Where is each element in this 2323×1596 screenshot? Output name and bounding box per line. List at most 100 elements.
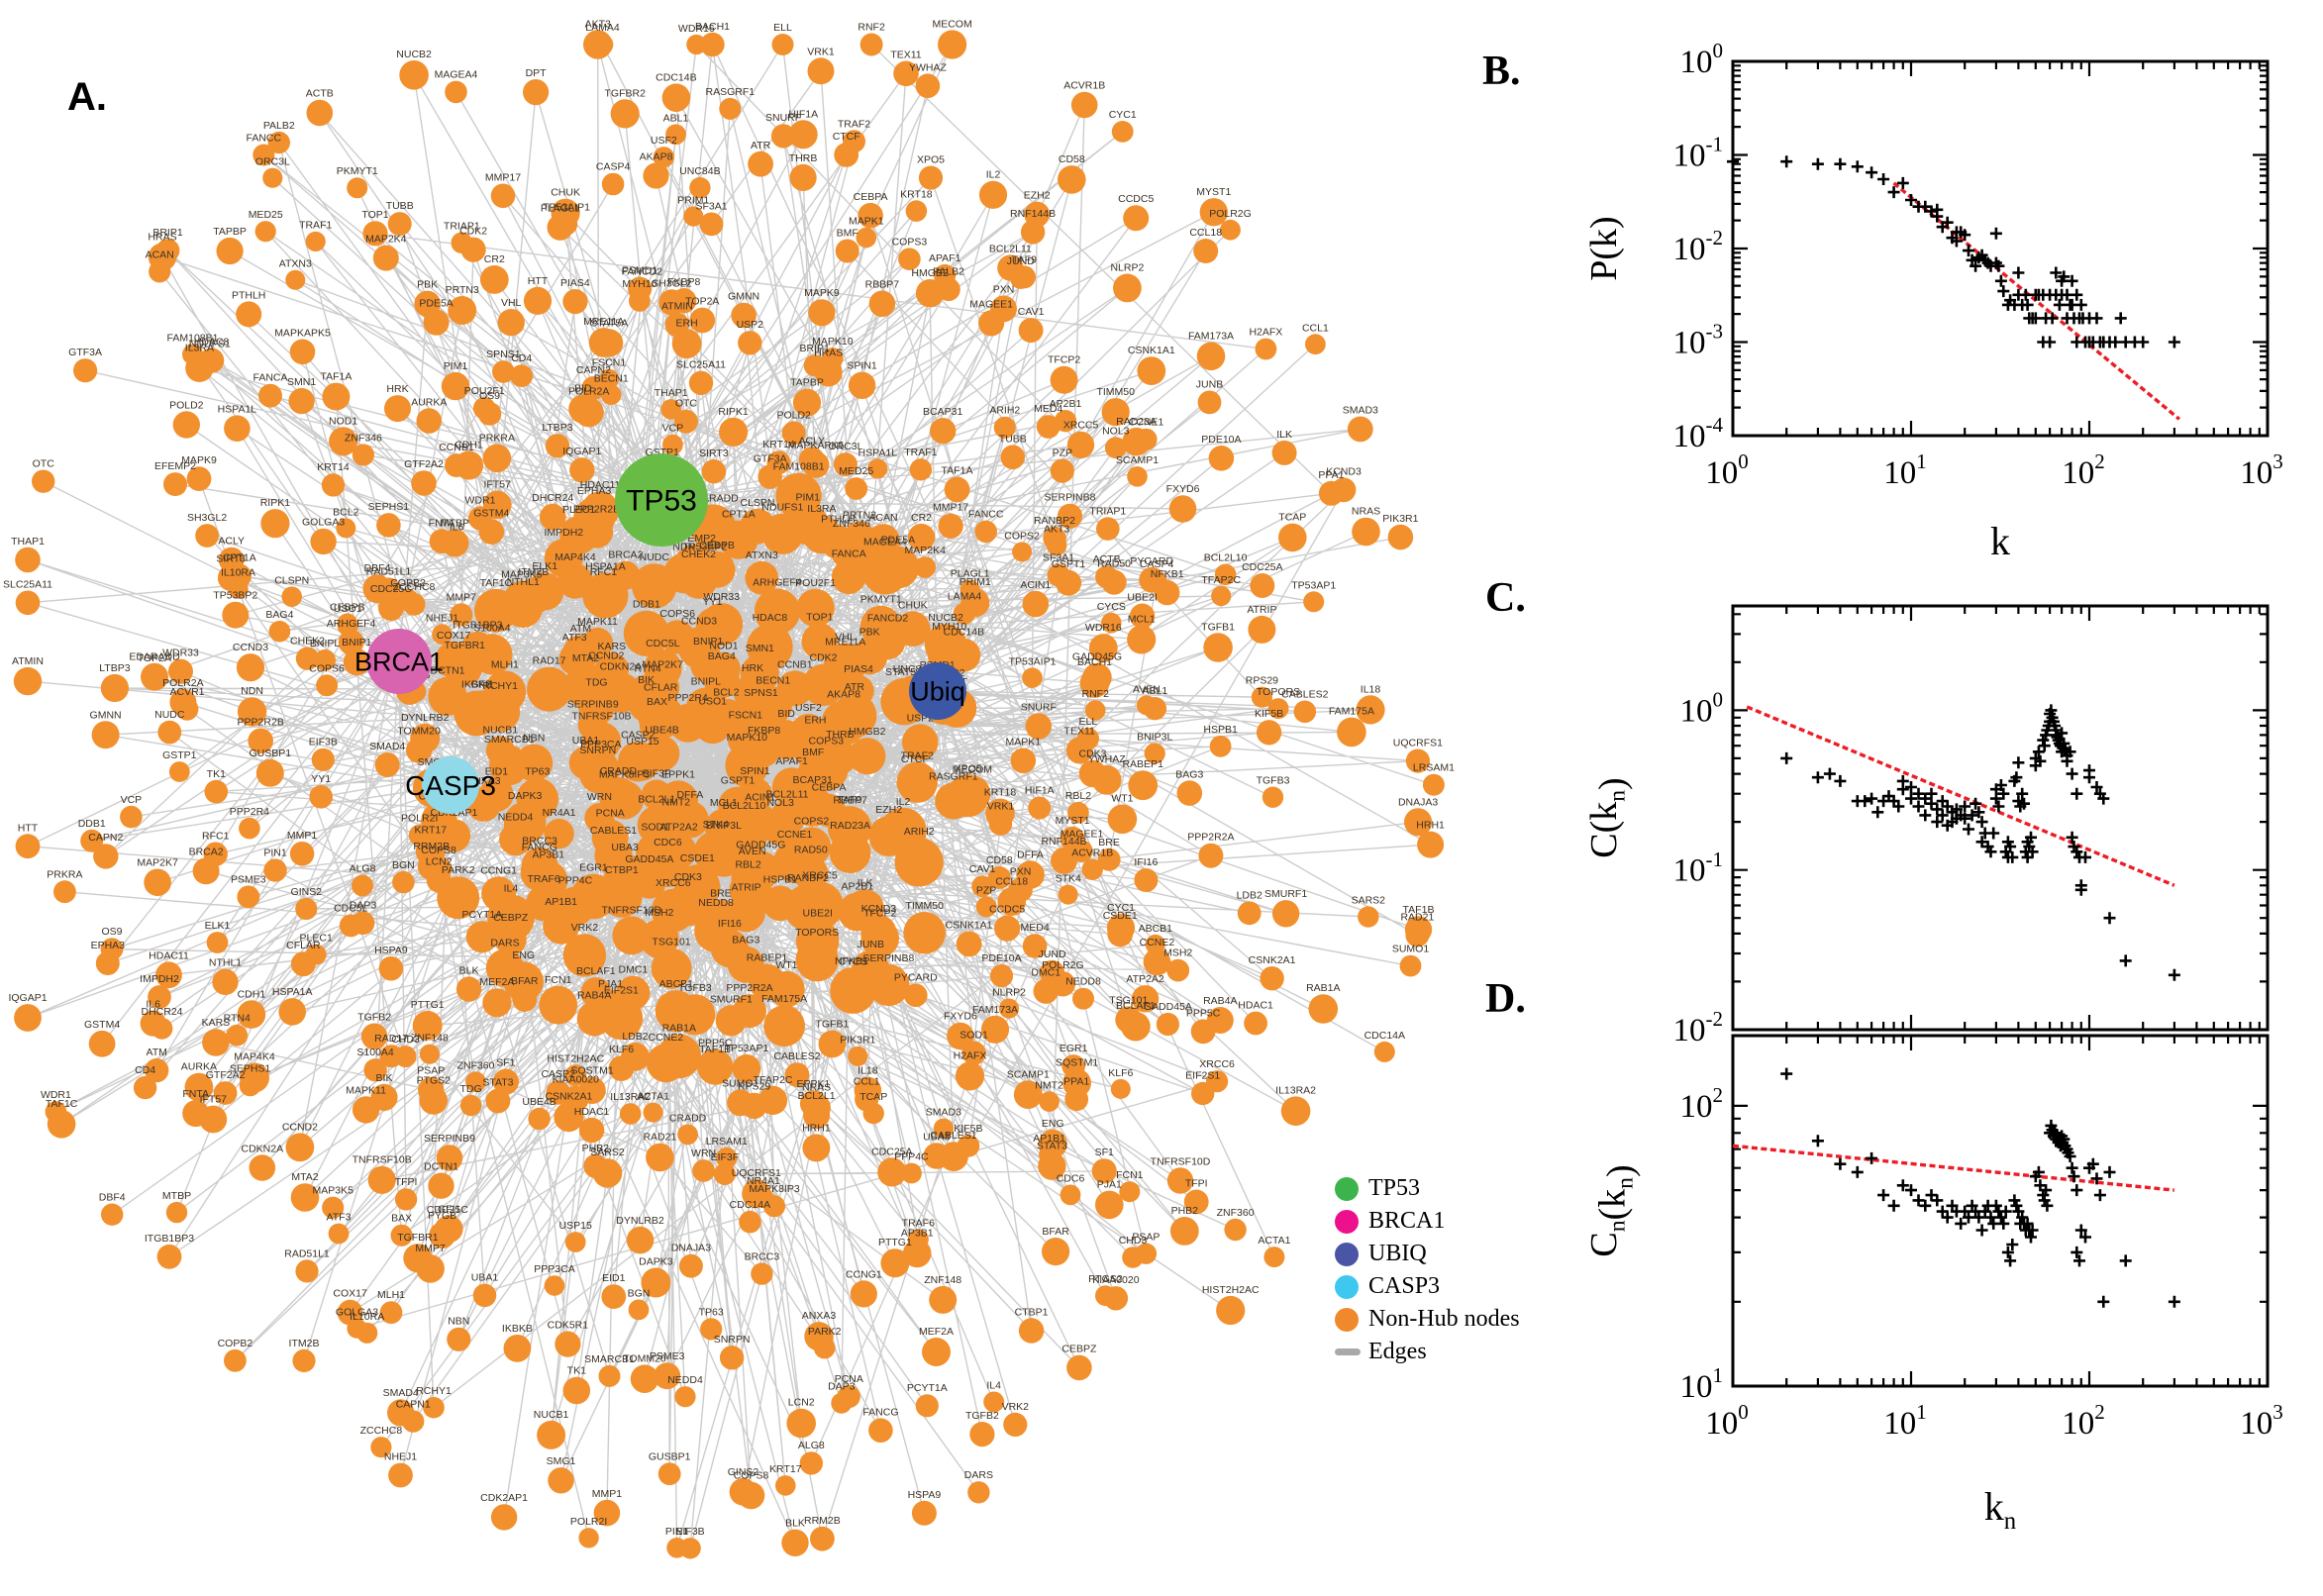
network-node (848, 1046, 868, 1066)
gene-label: ATR (751, 140, 771, 151)
legend-label: TP53 (1368, 1175, 1421, 1201)
gene-label: CHUK (898, 599, 928, 611)
network-node (255, 758, 284, 787)
network-node (786, 1408, 816, 1439)
axis-ticks (1731, 59, 2270, 438)
gene-label: IFT57 (200, 1094, 228, 1106)
network-node (289, 339, 316, 365)
network-node (662, 434, 683, 455)
network-node (546, 1080, 570, 1105)
gene-label: NEDD4 (667, 1374, 703, 1386)
network-node (686, 687, 726, 728)
gene-label: LCN2 (788, 1397, 815, 1409)
network-node (1216, 1295, 1246, 1326)
gene-label: PTHLH (232, 289, 265, 301)
gene-label: ATRIP (1247, 604, 1276, 616)
gene-label: MAP4K4 (555, 551, 596, 563)
gene-label: PHB2 (582, 1143, 610, 1154)
tick-label: 100 (1705, 449, 1749, 491)
gene-label: ORC3L (828, 441, 862, 452)
network-node (703, 1055, 727, 1079)
network-node (831, 1392, 853, 1414)
gene-label: MSH2 (645, 907, 673, 919)
gene-label: ZNF148 (924, 1274, 961, 1286)
gene-label: TOMM20 (397, 726, 441, 738)
gene-label: MAP3K5 (312, 1185, 354, 1197)
gene-label: BCL2L1 (798, 1090, 836, 1102)
gene-label: TOP2A (138, 652, 171, 664)
gene-label: CCND3 (681, 615, 717, 627)
gene-label: PRTN3 (446, 284, 479, 296)
network-node (1303, 591, 1325, 613)
gene-label: COPS6 (309, 662, 345, 674)
gene-label: PPP5C (698, 1038, 733, 1049)
network-node (855, 1087, 879, 1112)
gene-label: EZH2 (1024, 190, 1051, 202)
gene-label: ALG8 (798, 1440, 825, 1451)
gene-label: GMNN (90, 709, 122, 721)
network-node (904, 983, 928, 1008)
gene-label: CABLES1 (590, 825, 637, 837)
gene-label: CYCS (1097, 601, 1126, 613)
network-node (745, 560, 779, 595)
gene-label: EPHA3 (577, 485, 612, 497)
network-node (939, 1142, 968, 1171)
gene-label: CCND2 (588, 649, 624, 661)
gene-label: TSG101 (1109, 994, 1148, 1006)
gene-label: ATF3 (327, 1212, 352, 1224)
network-node (387, 212, 412, 237)
network-node (168, 658, 193, 684)
gene-label: KIF5B (1255, 708, 1283, 720)
gene-label: STAT5A (590, 317, 628, 329)
network-node (539, 985, 578, 1025)
network-node (894, 838, 944, 887)
gene-label: TP53AIP1 (1009, 655, 1057, 667)
gene-label: DCTN1 (424, 1161, 458, 1173)
gene-label: NLRP2 (1110, 262, 1144, 274)
gene-label: SEPHS1 (368, 501, 410, 513)
network-node (1036, 415, 1060, 439)
gene-label: PIK3R1 (840, 1035, 875, 1047)
gene-label: CR2 (484, 253, 505, 265)
gene-label: SH3GL2 (187, 512, 227, 524)
gene-label: EIF3B (676, 1526, 705, 1538)
network-node (801, 623, 839, 659)
gene-label: PCNA (835, 1373, 863, 1385)
gene-label: TP53BP2 (213, 590, 257, 602)
gene-label: CAPN2 (88, 832, 123, 844)
gene-label: HDAC11 (149, 949, 189, 961)
gene-label: PPP4C (558, 875, 593, 887)
network-node (803, 354, 826, 377)
gene-label: THRB (826, 729, 855, 741)
gene-label: TSG101 (653, 937, 691, 948)
tick-label: 103 (2240, 1400, 2283, 1442)
gene-label: TCAP (1278, 512, 1306, 524)
gene-label: USO1 (698, 695, 727, 707)
network-node (1352, 517, 1380, 547)
gene-label: IL6 (450, 521, 464, 533)
gene-label: ATMIN (12, 655, 44, 667)
gene-label: BNIP3L (1137, 732, 1172, 744)
gene-label: MED25 (249, 209, 283, 221)
gene-label: VRK2 (571, 922, 599, 934)
gene-label: BCL2L10 (723, 800, 766, 812)
gene-label: TK1 (207, 768, 226, 780)
network-node (1193, 239, 1219, 263)
gene-label: BID (777, 708, 795, 720)
gene-label: WT1 (775, 959, 797, 971)
gene-label: SF1 (1095, 1147, 1114, 1158)
gene-label: HRAS (148, 231, 176, 243)
network-node (595, 329, 624, 357)
network-node (419, 1086, 448, 1115)
network-node (435, 641, 472, 679)
network-node (285, 1133, 315, 1162)
network-node (1091, 1158, 1117, 1184)
network-node (1107, 921, 1133, 948)
network-node (1196, 342, 1226, 371)
network-node (384, 395, 411, 423)
gene-label: SIRT3 (216, 552, 246, 564)
gene-label: BCL2L11 (989, 244, 1032, 255)
gene-label: ILK (1276, 429, 1292, 441)
network-node (739, 1210, 761, 1234)
tick-label: 10-2 (1673, 1007, 1724, 1048)
